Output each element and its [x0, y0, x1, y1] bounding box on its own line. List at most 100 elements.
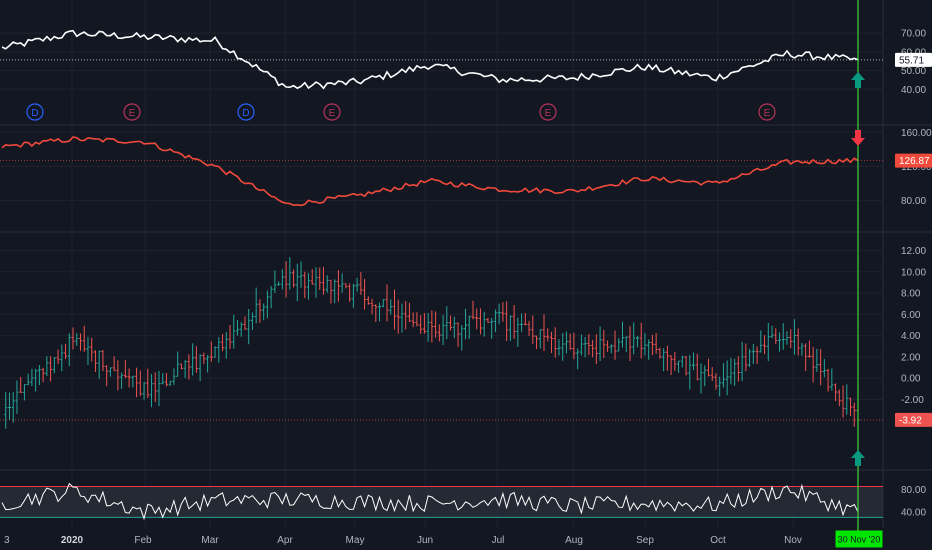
x-tick-label: 2020: [61, 535, 84, 546]
ohlc-bar: [770, 325, 774, 339]
ohlc-bar: [677, 360, 681, 373]
ohlc-bar: [15, 380, 19, 414]
ohlc-bar: [157, 370, 161, 406]
ohlc-bar: [34, 368, 38, 392]
ohlc-bar: [280, 269, 284, 290]
event-marker-circle: [758, 103, 776, 121]
ohlc-bar: [692, 352, 696, 371]
ohlc-bar: [71, 327, 75, 350]
ohlc-bar: [187, 354, 191, 380]
ohlc-bar: [729, 357, 733, 385]
ohlc-bar: [493, 309, 497, 333]
ohlc-bar: [41, 367, 45, 383]
ohlc-bar: [774, 328, 778, 344]
oscillator-band: [0, 486, 883, 518]
ohlc-bar: [348, 283, 352, 302]
ohlc-bar: [135, 367, 139, 398]
ohlc-bar: [37, 365, 41, 386]
ohlc-bar: [718, 376, 722, 397]
ohlc-bar: [811, 346, 815, 383]
arrow-shape: [851, 130, 865, 146]
ohlc-bar: [247, 308, 251, 345]
ohlc-bar: [684, 355, 688, 376]
last-value-label: -3.92: [899, 415, 922, 426]
ohlc-bar: [849, 397, 853, 416]
ohlc-bar: [721, 363, 725, 388]
ohlc-bar: [759, 330, 763, 353]
ohlc-bar: [153, 372, 157, 403]
ohlc-bar: [52, 357, 56, 374]
ohlc-bar: [318, 267, 322, 290]
ohlc-bar: [632, 322, 636, 355]
ohlc-bar: [669, 355, 673, 376]
x-tick-label: 3: [4, 535, 10, 546]
event-marker-letter: D: [242, 108, 249, 119]
ohlc-bar: [217, 337, 221, 363]
ohlc-bar: [250, 312, 254, 330]
ohlc-bar: [209, 341, 213, 362]
ohlc-bar: [191, 343, 195, 376]
ohlc-bar: [508, 315, 512, 341]
ohlc-bar: [796, 328, 800, 356]
ohlc-bar: [527, 320, 531, 336]
ohlc-bar: [800, 343, 804, 356]
ohlc-bar: [478, 308, 482, 335]
x-tick-label: Oct: [710, 535, 726, 546]
ohlc-bar: [49, 356, 53, 382]
event-marker-letter: E: [764, 108, 771, 119]
ohlc-bar: [755, 346, 759, 365]
ohlc-bar: [538, 329, 542, 349]
ohlc-bar: [587, 333, 591, 356]
ohlc-bar: [325, 275, 329, 293]
y-tick-label: 10.00: [901, 267, 926, 278]
ohlc-bar: [273, 270, 277, 293]
event-marker-d: D: [26, 103, 44, 121]
ohlc-bar: [93, 350, 97, 373]
ohlc-bar: [112, 356, 116, 372]
ohlc-bar: [381, 299, 385, 308]
ohlc-bar: [628, 326, 632, 361]
event-marker-e: E: [123, 103, 141, 121]
ohlc-bar: [437, 324, 441, 342]
ohlc-bar: [303, 271, 307, 299]
ohlc-bar: [553, 327, 557, 358]
ohlc-bar: [766, 322, 770, 361]
ohlc-bar: [647, 339, 651, 360]
ohlc-bar: [467, 315, 471, 339]
ohlc-bar: [254, 287, 258, 324]
arrow-up-icon: [851, 450, 865, 466]
x-tick-label: Jul: [492, 535, 505, 546]
ohlc-bar: [568, 333, 572, 350]
ohlc-bar: [123, 360, 127, 379]
event-marker-circle: [237, 103, 255, 121]
ohlc-bar: [202, 352, 206, 364]
last-value-label: 55.71: [899, 55, 924, 66]
ohlc-bar: [378, 302, 382, 322]
oscillator-line: [1, 482, 859, 521]
arrow-shape: [851, 72, 865, 88]
event-marker-letter: D: [31, 108, 38, 119]
y-tick-label: 80.00: [901, 196, 926, 207]
event-marker-letter: E: [545, 108, 552, 119]
ohlc-bar: [232, 314, 236, 349]
y-tick-label: 40.00: [901, 85, 926, 96]
ohlc-bar: [392, 289, 396, 330]
y-tick-label: 8.00: [901, 289, 921, 300]
ohlc-bar: [602, 329, 606, 359]
ohlc-bar: [366, 296, 370, 305]
ohlc-bar: [172, 368, 176, 385]
y-tick-label: 0.00: [901, 374, 921, 385]
ohlc-bar: [150, 374, 154, 408]
ohlc-bar: [164, 372, 168, 387]
ohlc-bar: [751, 343, 755, 365]
ohlc-bar: [710, 367, 714, 382]
y-tick-label: 160.00: [901, 128, 932, 139]
ohlc-bar: [385, 284, 389, 322]
ohlc-bar: [505, 301, 509, 342]
ohlc-bar: [333, 279, 337, 304]
ohlc-bar: [422, 313, 426, 334]
ohlc-bar: [512, 304, 516, 339]
